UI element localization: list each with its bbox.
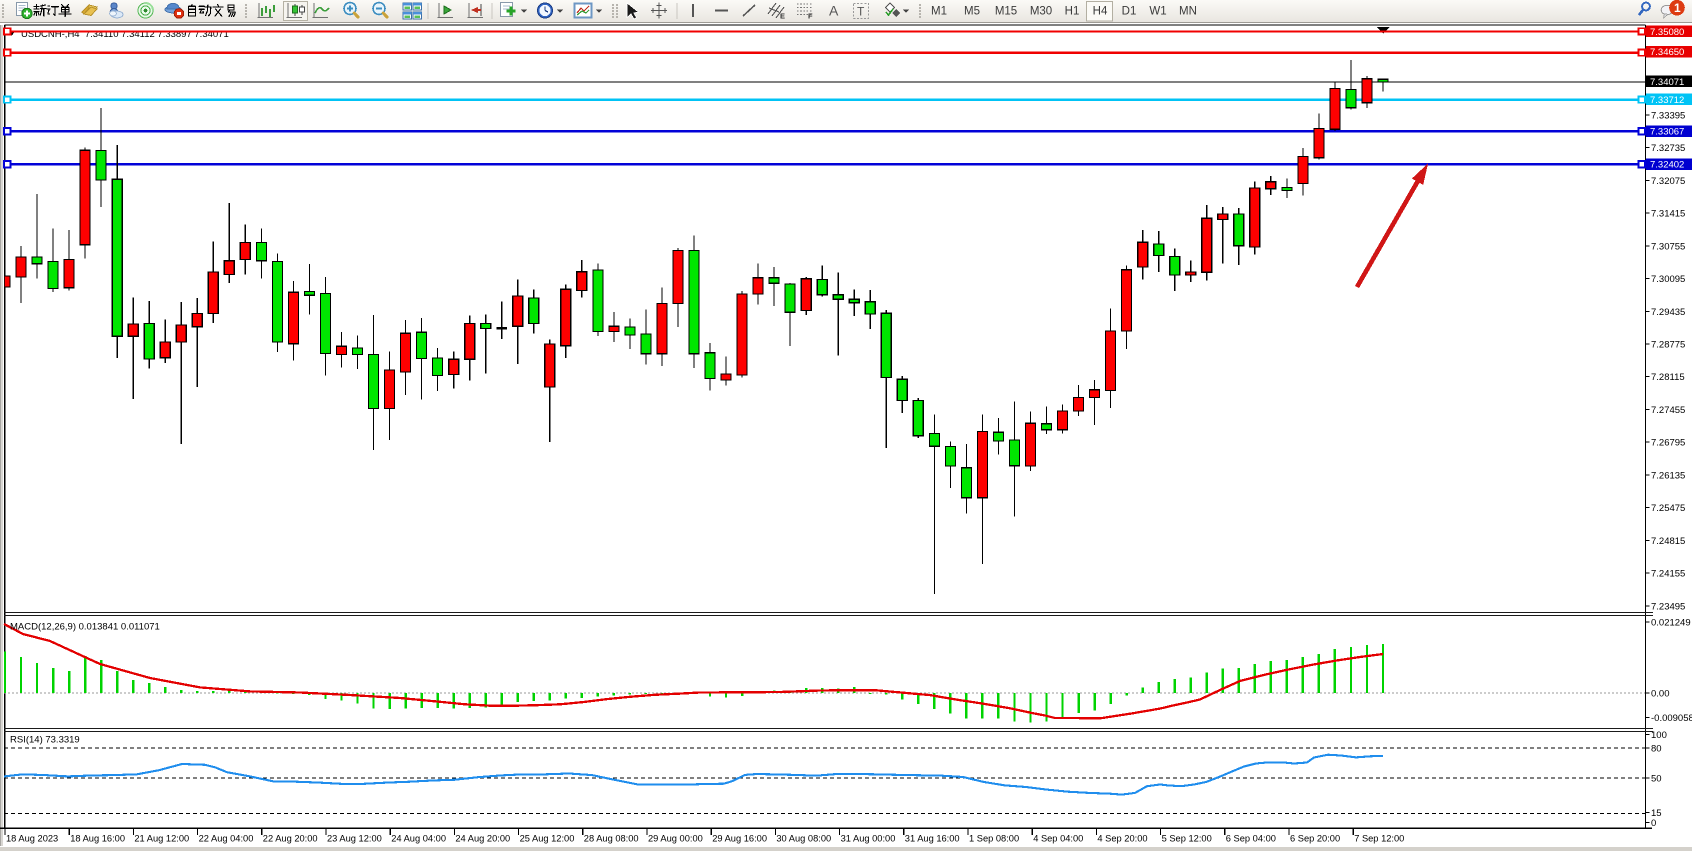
svg-text:MACD(12,26,9) 0.013841 0.01107: MACD(12,26,9) 0.013841 0.011071 xyxy=(10,622,160,633)
svg-text:F: F xyxy=(808,12,813,21)
svg-text:7.35080: 7.35080 xyxy=(1650,27,1684,38)
svg-text:24 Aug 04:00: 24 Aug 04:00 xyxy=(391,834,446,844)
svg-text:7.34071: 7.34071 xyxy=(1650,77,1684,88)
svg-text:7.34650: 7.34650 xyxy=(1650,47,1684,58)
svg-text:6 Sep 04:00: 6 Sep 04:00 xyxy=(1226,834,1276,844)
svg-text:7.27455: 7.27455 xyxy=(1651,405,1685,416)
svg-text:4 Sep 04:00: 4 Sep 04:00 xyxy=(1033,834,1083,844)
svg-text:7.31415: 7.31415 xyxy=(1651,209,1685,220)
svg-text:-0.009058: -0.009058 xyxy=(1651,713,1692,724)
svg-text:1 Sep 08:00: 1 Sep 08:00 xyxy=(969,834,1019,844)
svg-text:25 Aug 12:00: 25 Aug 12:00 xyxy=(520,834,575,844)
svg-text:50: 50 xyxy=(1651,774,1662,785)
svg-text:22 Aug 04:00: 22 Aug 04:00 xyxy=(199,834,254,844)
svg-text:7.33395: 7.33395 xyxy=(1651,110,1685,121)
svg-text:31 Aug 16:00: 31 Aug 16:00 xyxy=(905,834,960,844)
svg-text:E: E xyxy=(780,12,785,21)
svg-text:7.28115: 7.28115 xyxy=(1651,372,1685,383)
svg-text:31 Aug 00:00: 31 Aug 00:00 xyxy=(841,834,896,844)
svg-text:15: 15 xyxy=(1651,808,1662,819)
svg-text:USDCNH-,H4 7.34110 7.34112 7.: USDCNH-,H4 7.34110 7.34112 7.33897 7.340… xyxy=(21,29,229,40)
svg-text:5 Sep 12:00: 5 Sep 12:00 xyxy=(1162,834,1212,844)
svg-text:7.28775: 7.28775 xyxy=(1651,340,1685,351)
svg-text:T: T xyxy=(857,5,865,19)
svg-text:H4: H4 xyxy=(1093,6,1108,18)
svg-text:7.24815: 7.24815 xyxy=(1651,536,1685,547)
svg-text:7.26135: 7.26135 xyxy=(1651,470,1685,481)
svg-text:7.30755: 7.30755 xyxy=(1651,241,1685,252)
svg-text:22 Aug 20:00: 22 Aug 20:00 xyxy=(263,834,318,844)
svg-text:6 Sep 20:00: 6 Sep 20:00 xyxy=(1290,834,1340,844)
svg-text:H1: H1 xyxy=(1065,6,1080,18)
svg-text:24 Aug 20:00: 24 Aug 20:00 xyxy=(455,834,510,844)
svg-text:M30: M30 xyxy=(1030,6,1052,18)
svg-text:7.26795: 7.26795 xyxy=(1651,438,1685,449)
svg-text:A: A xyxy=(829,3,839,19)
svg-text:7.30095: 7.30095 xyxy=(1651,274,1685,285)
svg-text:1: 1 xyxy=(1674,1,1681,15)
svg-text:M5: M5 xyxy=(964,6,980,18)
svg-text:7.32402: 7.32402 xyxy=(1650,160,1684,171)
svg-text:MN: MN xyxy=(1179,6,1197,18)
svg-text:0.021249: 0.021249 xyxy=(1651,618,1691,629)
svg-text:7.25475: 7.25475 xyxy=(1651,503,1685,514)
svg-text:100: 100 xyxy=(1651,730,1667,741)
svg-text:RSI(14) 73.3319: RSI(14) 73.3319 xyxy=(10,735,80,746)
svg-text:23 Aug 12:00: 23 Aug 12:00 xyxy=(327,834,382,844)
svg-text:0: 0 xyxy=(1651,818,1656,829)
svg-text:30 Aug 08:00: 30 Aug 08:00 xyxy=(776,834,831,844)
svg-text:7 Sep 12:00: 7 Sep 12:00 xyxy=(1354,834,1404,844)
svg-text:21 Aug 12:00: 21 Aug 12:00 xyxy=(134,834,189,844)
svg-text:7.24155: 7.24155 xyxy=(1651,569,1685,580)
svg-text:W1: W1 xyxy=(1149,6,1166,18)
svg-text:M1: M1 xyxy=(931,6,947,18)
svg-text:0.00: 0.00 xyxy=(1651,689,1670,700)
svg-text:7.33712: 7.33712 xyxy=(1650,95,1684,106)
svg-text:7.23495: 7.23495 xyxy=(1651,601,1685,612)
svg-text:7.29435: 7.29435 xyxy=(1651,307,1685,318)
svg-text:7.32075: 7.32075 xyxy=(1651,176,1685,187)
svg-text:29 Aug 16:00: 29 Aug 16:00 xyxy=(712,834,767,844)
svg-text:7.32735: 7.32735 xyxy=(1651,143,1685,154)
svg-text:28 Aug 08:00: 28 Aug 08:00 xyxy=(584,834,639,844)
svg-text:18 Aug 2023: 18 Aug 2023 xyxy=(6,834,58,844)
svg-text:29 Aug 00:00: 29 Aug 00:00 xyxy=(648,834,703,844)
svg-text:4 Sep 20:00: 4 Sep 20:00 xyxy=(1097,834,1147,844)
svg-text:7.33067: 7.33067 xyxy=(1650,127,1684,138)
svg-text:D1: D1 xyxy=(1122,6,1137,18)
svg-text:80: 80 xyxy=(1651,744,1662,755)
svg-text:M15: M15 xyxy=(995,6,1017,18)
svg-text:18 Aug 16:00: 18 Aug 16:00 xyxy=(70,834,125,844)
